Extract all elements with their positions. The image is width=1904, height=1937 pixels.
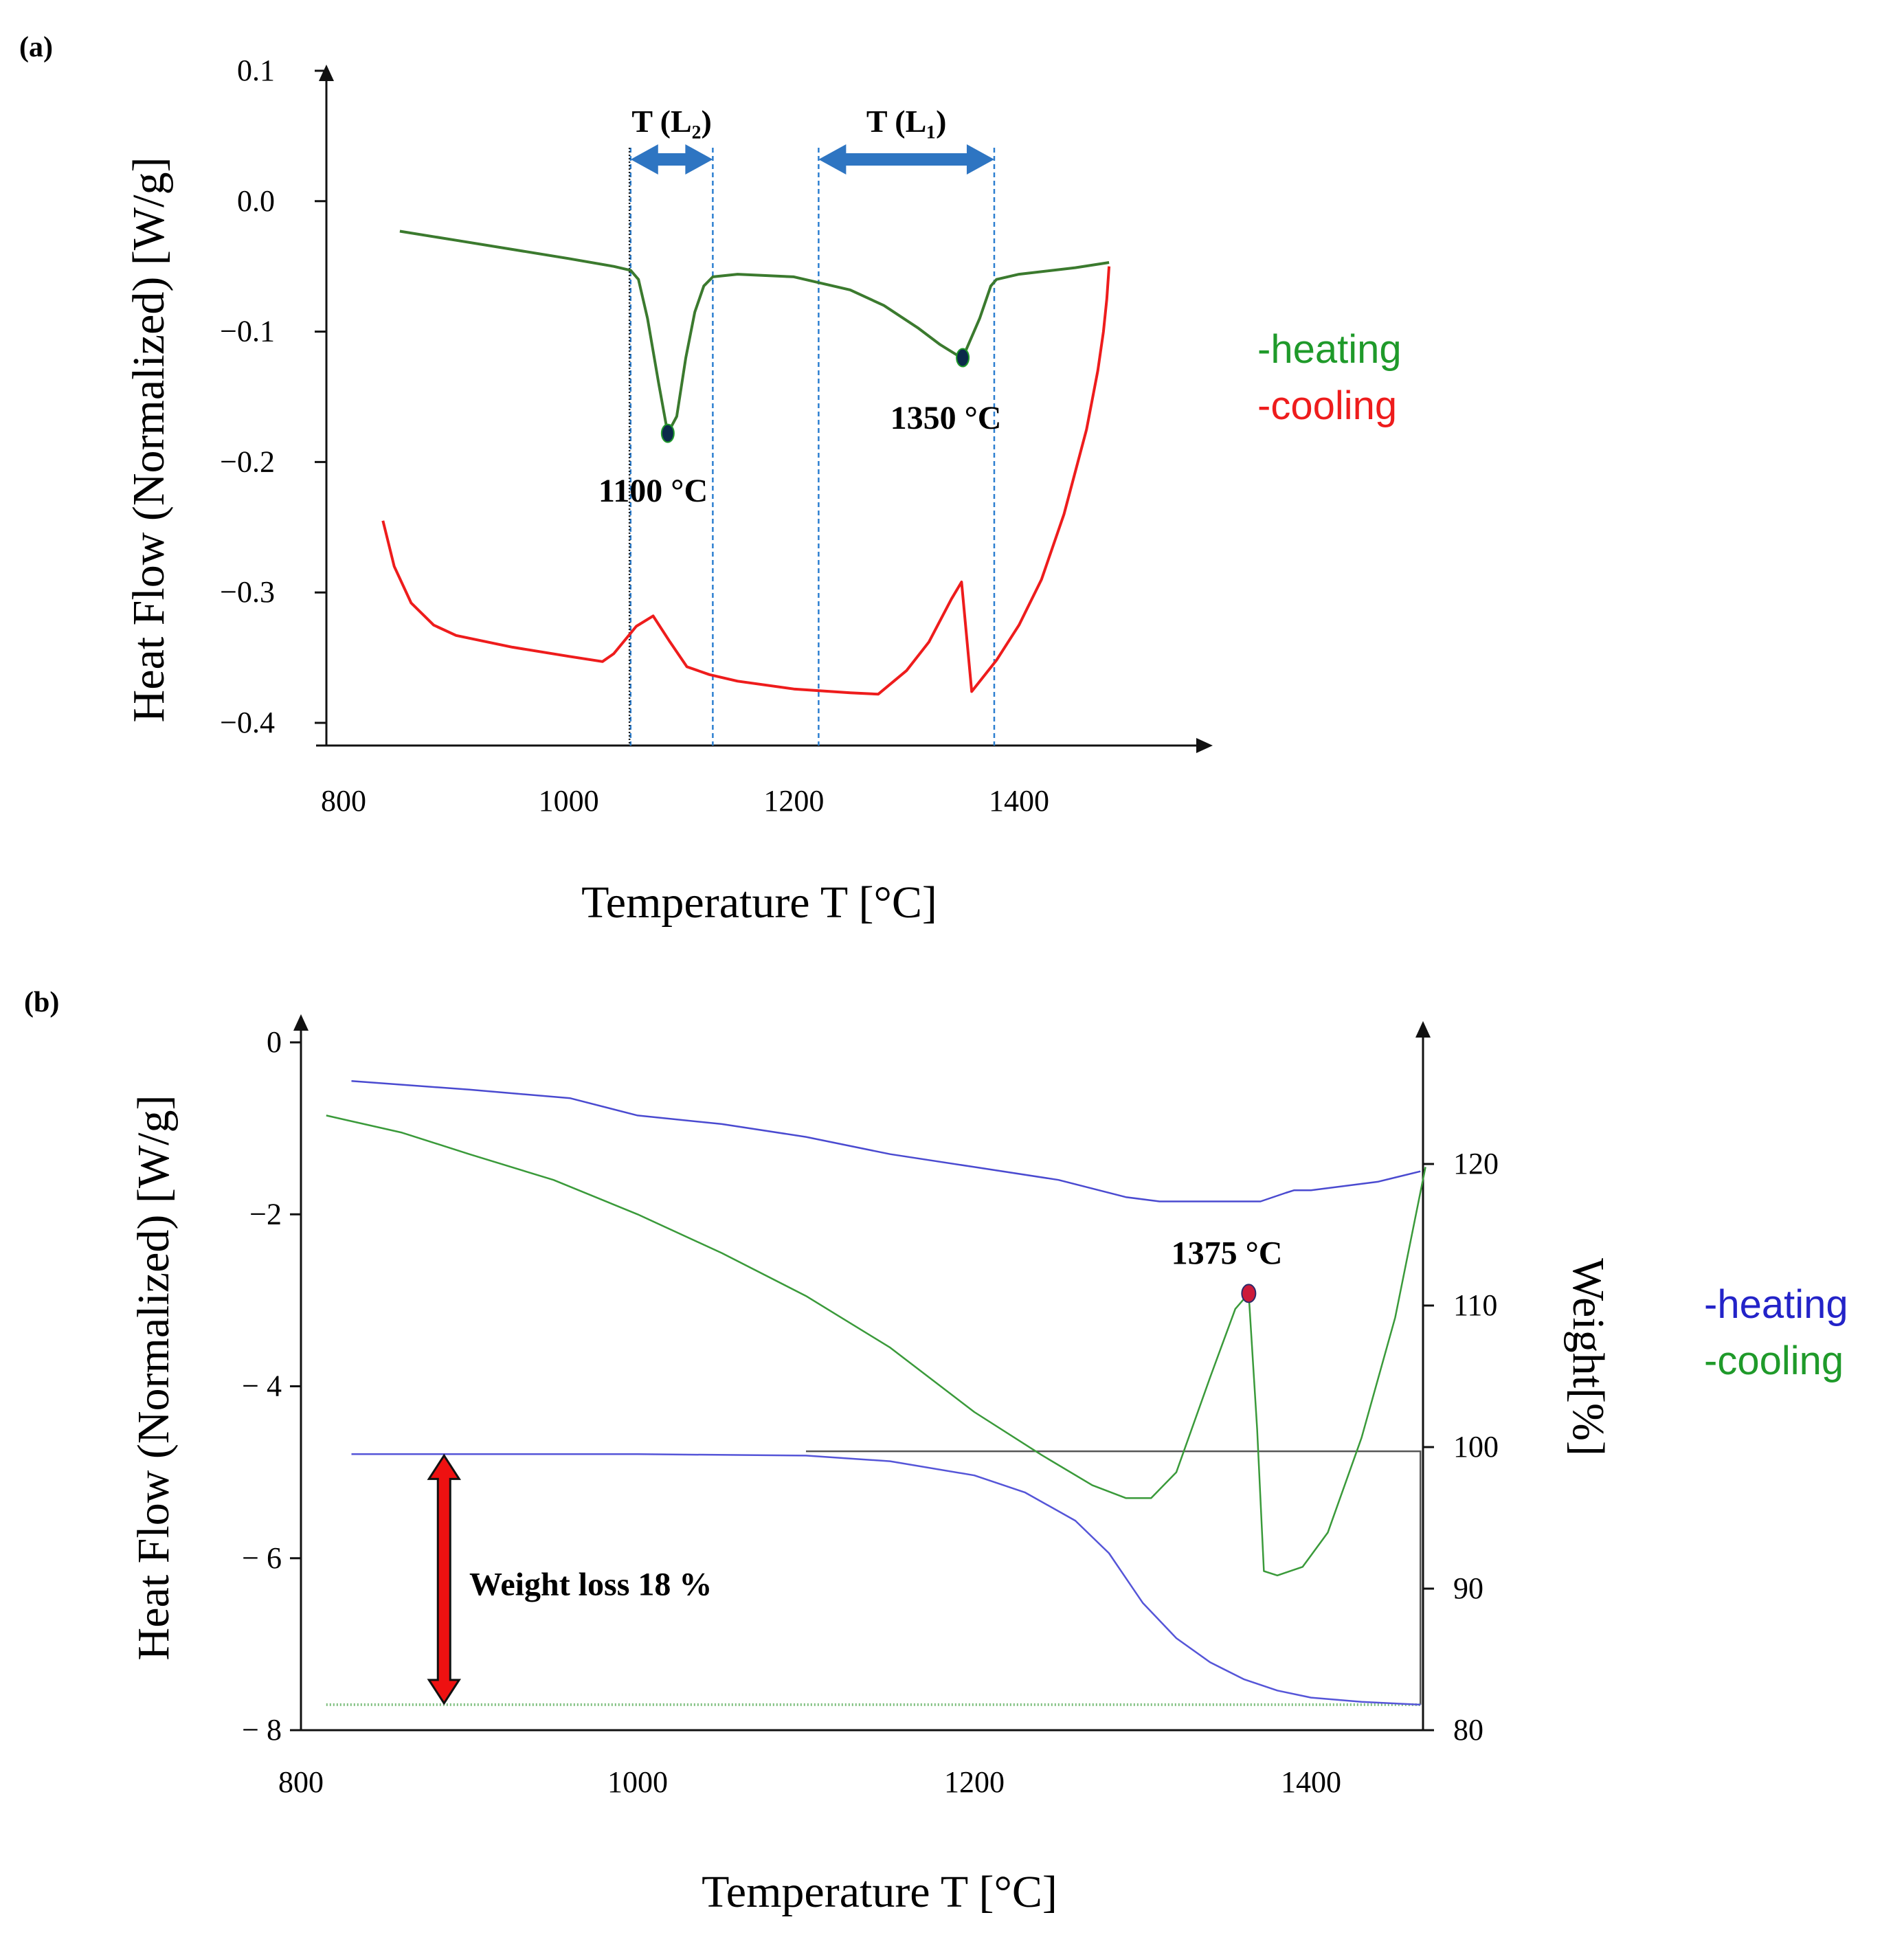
weight-loss-arrow-shape (427, 1453, 462, 1705)
y-tick-label-a: 0.1 (237, 54, 275, 87)
peak-markers-a (660, 348, 970, 443)
x-axis-label-a: Temperature T [°C] (581, 877, 937, 928)
y-tick-label-a: 0.0 (237, 184, 275, 218)
y-axis-arrow-b (293, 1014, 309, 1031)
y-tick-label-b: − 4 (242, 1369, 282, 1403)
y-tick-label-a: −0.2 (220, 445, 275, 478)
cooling-curve-b (326, 1115, 1426, 1577)
y-tick-label-a: −0.4 (220, 706, 275, 739)
x-axis-label-b: Temperature T [°C] (702, 1867, 1057, 1917)
range-arrow-label: T (L₂) (631, 104, 711, 139)
y-ticks-b: 0 −2 − 4 − 6 − 8 (242, 1025, 301, 1747)
y2-ticks-b: 120 110 100 90 80 (1423, 1147, 1499, 1747)
range-arrow-label: T (L₁) (866, 104, 946, 139)
x-tick-label-a: 1400 (989, 784, 1049, 818)
y-tick-label-b: 0 (267, 1025, 282, 1059)
panel-label-b: (b) (24, 987, 59, 1018)
y-tick-label-b: − 8 (242, 1713, 282, 1747)
cooling-curve-a (381, 266, 1111, 696)
heating-curve-b (351, 1080, 1421, 1202)
annotation-1350C: 1350 °C (891, 400, 1002, 436)
x-tick-label-a: 1000 (539, 784, 599, 818)
x-tick-label-a: 800 (321, 784, 366, 818)
legend-cooling-b: -cooling (1704, 1339, 1844, 1383)
y-axis-label-a: Heat Flow (Normalized) [W/g] (124, 157, 174, 723)
x-axis-arrow-a (1196, 738, 1213, 753)
y-tick-label-b: − 6 (242, 1541, 282, 1575)
panel-label-a: (a) (19, 32, 53, 63)
peak-marker (1241, 1284, 1257, 1303)
y-axis-label-b: Heat Flow (Normalized) [W/g] (128, 1095, 179, 1661)
y2-tick-label-b: 120 (1453, 1147, 1499, 1180)
x-ticks-b: 800 1000 1200 1400 (278, 1765, 1341, 1799)
weight-curve-b (351, 1453, 1421, 1706)
y2-axis-arrow-b (1415, 1021, 1431, 1038)
x-tick-label-b: 800 (278, 1765, 324, 1799)
y2-tick-label-b: 90 (1453, 1571, 1483, 1605)
y2-axis-label-b: Weight[%] (1563, 1258, 1613, 1456)
weight-reference-box (806, 1450, 1422, 1705)
peak-marker (956, 348, 970, 368)
x-tick-label-b: 1000 (607, 1765, 668, 1799)
annotation-weight-loss: Weight loss 18 % (469, 1566, 712, 1602)
y-axis-arrow-a (319, 65, 334, 81)
y2-tick-label-b: 100 (1453, 1430, 1499, 1464)
x-ticks-a: 800 1000 1200 1400 (321, 784, 1049, 818)
annotation-1100C: 1100 °C (598, 473, 708, 509)
chart-panel-b: (b) 0 −2 − 4 − 6 − 8 120 110 100 90 80 800 1000 12… (24, 987, 1848, 1917)
heating-curve-a (399, 229, 1110, 435)
chart-panel-a: (a) 0.1 0.0 −0.1 −0.2 −0.3 −0.4 800 1000 1200 14… (19, 32, 1402, 928)
legend-cooling-a: -cooling (1257, 383, 1397, 428)
range-arrow (630, 144, 713, 175)
weight-loss-arrow (427, 1453, 462, 1705)
reference-lines-a (628, 148, 996, 746)
y2-tick-label-b: 110 (1453, 1288, 1497, 1322)
y-tick-label-a: −0.1 (220, 315, 275, 348)
y-ticks-a: 0.1 0.0 −0.1 −0.2 −0.3 −0.4 (220, 54, 326, 739)
range-arrow (818, 144, 994, 175)
peak-marker-b (1241, 1284, 1257, 1303)
y2-tick-label-b: 80 (1453, 1713, 1483, 1747)
y-tick-label-b: −2 (249, 1197, 282, 1231)
legend-heating-b: -heating (1704, 1282, 1848, 1327)
x-tick-label-a: 1200 (763, 784, 824, 818)
y-tick-label-a: −0.3 (220, 575, 275, 609)
legend-heating-a: -heating (1257, 327, 1402, 372)
annotation-1375C: 1375 °C (1172, 1235, 1283, 1272)
x-tick-label-b: 1400 (1281, 1765, 1341, 1799)
x-tick-label-b: 1200 (944, 1765, 1005, 1799)
peak-marker (660, 423, 675, 443)
range-arrows-a: T (L₂) T (L₁) (630, 104, 994, 175)
